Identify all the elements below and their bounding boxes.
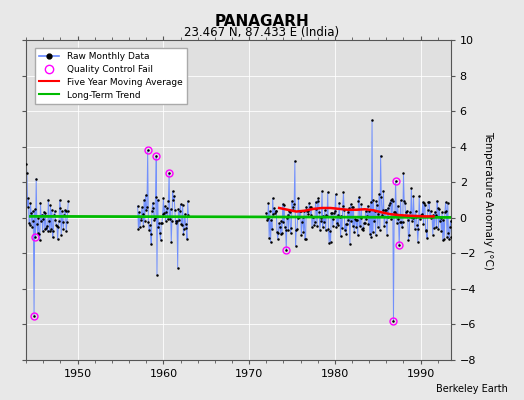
Text: Berkeley Earth: Berkeley Earth (436, 384, 508, 394)
Y-axis label: Temperature Anomaly (°C): Temperature Anomaly (°C) (483, 130, 493, 270)
Legend: Raw Monthly Data, Quality Control Fail, Five Year Moving Average, Long-Term Tren: Raw Monthly Data, Quality Control Fail, … (35, 48, 187, 104)
Text: PANAGARH: PANAGARH (215, 14, 309, 29)
Text: 23.467 N, 87.433 E (India): 23.467 N, 87.433 E (India) (184, 26, 340, 39)
